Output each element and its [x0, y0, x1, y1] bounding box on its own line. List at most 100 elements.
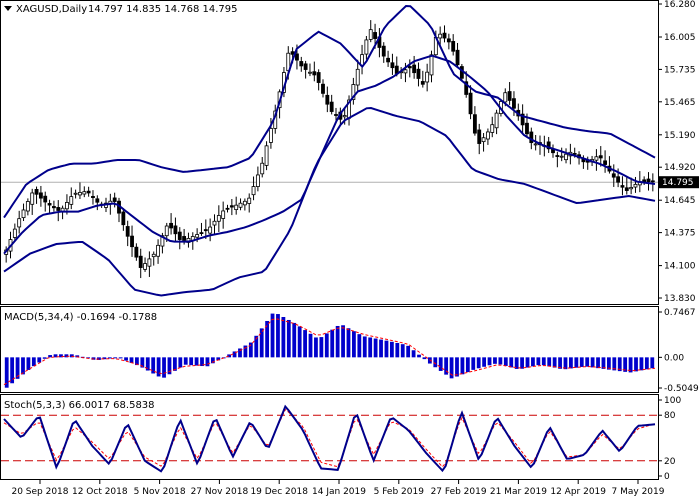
macd-bar [167, 357, 172, 375]
candle-body [546, 141, 551, 150]
candle-body [442, 32, 447, 39]
macd-bar [216, 357, 221, 361]
macd-bar [352, 331, 356, 358]
candle-body [390, 62, 395, 69]
candle [264, 141, 269, 171]
candle [481, 133, 486, 152]
candle-body [229, 205, 234, 208]
candle [381, 42, 386, 63]
candle-body [507, 91, 512, 101]
candle [425, 63, 430, 92]
macd-bar [135, 357, 139, 366]
candle [420, 70, 425, 88]
macd-bar [634, 357, 638, 372]
candle [82, 186, 87, 198]
macd-bar [86, 357, 90, 359]
candle [446, 33, 451, 50]
macd-bar [639, 357, 644, 371]
candle [229, 198, 234, 216]
candle [611, 164, 616, 187]
candle-body [255, 174, 260, 187]
candle [646, 172, 651, 191]
candle [38, 185, 43, 207]
macd-bar [281, 317, 286, 358]
candle [312, 61, 317, 82]
candle [73, 189, 78, 199]
candle [130, 225, 134, 257]
candle-body [468, 92, 473, 115]
macd-bar [558, 357, 562, 369]
candle-body [624, 187, 629, 191]
candle-body [208, 226, 213, 234]
macd-bar [395, 342, 400, 358]
macd-bar [286, 319, 291, 358]
candle [25, 198, 30, 216]
price-axis-tick-label: 14.375 [664, 229, 696, 239]
price-axis-tick-label: 16.005 [664, 33, 696, 43]
candle [134, 243, 139, 261]
macd-bar [520, 357, 524, 369]
candle [78, 182, 82, 199]
candle-body [86, 190, 91, 194]
macd-bar [514, 357, 519, 369]
candle [368, 20, 373, 43]
x-axis-date-label: 27 Nov 2018 [191, 487, 249, 497]
macd-bar [536, 357, 541, 366]
macd-bar [362, 336, 367, 358]
macd-bar [525, 357, 530, 368]
candle [30, 188, 35, 215]
candle-body [603, 160, 608, 165]
macd-bar [379, 339, 383, 358]
symbol-label: XAGUSD,Daily [16, 4, 87, 15]
candle-body [221, 210, 226, 219]
candle [91, 190, 95, 205]
macd-bar [238, 348, 242, 358]
candle-body [238, 202, 243, 208]
macd-bar [113, 357, 118, 359]
candle-body [156, 244, 160, 257]
macd-bar [552, 357, 557, 368]
price-axis-tick-label: 15.465 [664, 98, 696, 108]
candle [308, 63, 312, 77]
macd-bar [384, 340, 389, 358]
candle [199, 222, 204, 236]
stoch-axis-tick-label: 80 [664, 411, 676, 421]
candle-body [147, 258, 152, 267]
macd-bar [156, 357, 161, 377]
candle [238, 198, 243, 211]
candle-body [216, 215, 221, 222]
candle [477, 123, 482, 155]
macd-bar [606, 357, 611, 370]
macd-bar [579, 357, 584, 367]
macd-bar [455, 357, 459, 377]
macd-bar [151, 357, 156, 374]
candle-body [12, 228, 17, 238]
candle-body [264, 145, 269, 166]
macd-bar [26, 357, 31, 370]
candle-body [407, 66, 412, 69]
bollinger-lower-line [3, 106, 656, 297]
bollinger-upper-line [3, 4, 656, 219]
macd-bar [612, 357, 617, 371]
candle-body [321, 83, 325, 94]
candle [351, 77, 356, 105]
candle-body [268, 128, 273, 143]
macd-bar [335, 325, 340, 358]
axis-layer: 16.280 16.005 15.735 15.465 15.190 14.920 14.6… [11, 0, 699, 497]
macd-axis-tick-label: -0.5049 [664, 384, 699, 394]
macd-bar [189, 357, 194, 366]
macd-bar [346, 328, 351, 358]
macd-bar [314, 337, 318, 358]
candle-body [512, 98, 516, 109]
x-axis-date-label: 19 Dec 2018 [250, 487, 308, 497]
candle [121, 208, 126, 231]
candle [624, 177, 629, 195]
macd-bar [324, 333, 329, 358]
macd-bar [200, 357, 204, 367]
dropdown-triangle-icon[interactable] [4, 6, 12, 11]
macd-header: MACD(5,34,4) -0.1694 -0.1788 [4, 312, 157, 323]
macd-axis-tick-label: 0.00 [664, 353, 684, 363]
candle-body [195, 234, 200, 238]
